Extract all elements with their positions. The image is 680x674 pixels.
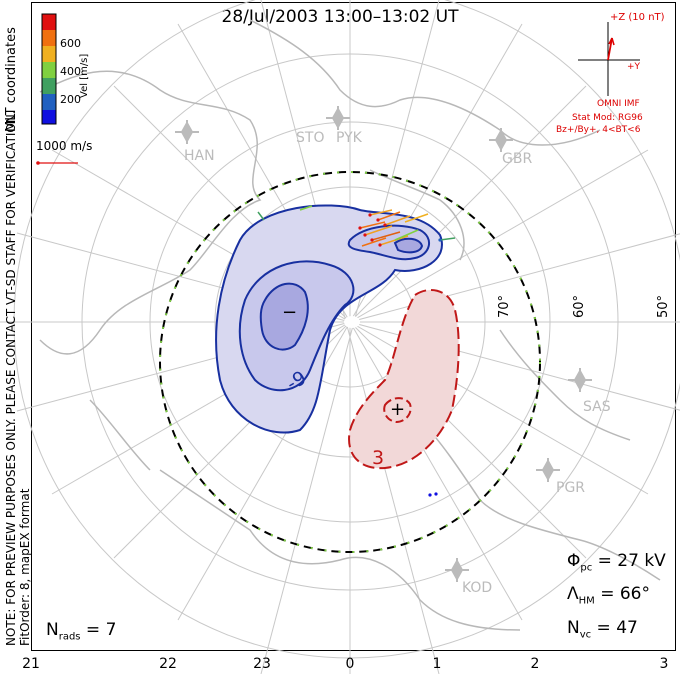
pole-marker [344,316,360,328]
hm-boundary-vectors [159,171,541,553]
contour-label-pos: 3 [372,447,385,469]
mlt-tick-22: 22 [159,656,177,672]
fit-order: FitOrder: 8, mapEX format [18,488,32,646]
mlt-tick-23: 23 [253,656,271,672]
potential-maximum: + [390,399,406,420]
map-title: 28/Jul/2003 13:00–13:02 UT [221,7,459,27]
imf-source: OMNI IMF [597,99,640,109]
station-markers [175,106,592,582]
vector-scale-label: 1000 m/s [36,139,93,153]
imf-clock [578,22,640,96]
velocity-colorbar [41,13,57,125]
mlt-tick-21: 21 [22,656,40,672]
station-sas: SAS [583,399,611,415]
imf-z-label: +Z (10 nT) [610,12,665,23]
mlt-tick-0: 0 [345,656,355,672]
station-kod: KOD [462,580,493,596]
hm-latitude: ΛHM = 66° [567,584,650,607]
dusk-convection-cell [215,204,443,434]
preview-note: NOTE: FOR PREVIEW PURPOSES ONLY. PLEASE … [4,110,18,646]
colorbar-tick-600: 600 [60,37,81,50]
vector-dots [358,213,442,497]
cross-polar-potential: Φpc = 27 kV [567,551,666,574]
station-han: HAN [184,148,215,164]
velocity-vectors [257,205,456,247]
colorbar-label: Vel [m/s] [79,53,90,98]
station-gbr: GBR [502,151,533,167]
latitude-60: 60° [572,294,587,318]
radar-count: Nrads = 7 [46,620,117,643]
station-pgr: PGR [556,480,586,496]
mlt-tick-2: 2 [530,656,540,672]
map-frame [31,2,676,651]
vector-count: Nvc = 47 [567,618,638,641]
potential-minimum: − [282,302,298,323]
station-pyk: PYK [336,130,362,146]
colorbar-tick-400: 400 [60,65,81,78]
dawn-convection-cell [348,289,460,470]
station-sto: STO [296,130,325,146]
latitude-70: 70° [497,294,512,318]
stat-model-line2: Bz+/By+, 4<BT<6 [556,125,641,135]
mlt-tick-1: 1 [432,656,442,672]
mlt-tick-3: 3 [659,656,669,672]
colorbar-tick-200: 200 [60,93,81,106]
latitude-50: 50° [656,294,671,318]
imf-y-label: +Y [627,62,641,72]
stat-model-line1: Stat Mod: RG96 [572,113,643,123]
